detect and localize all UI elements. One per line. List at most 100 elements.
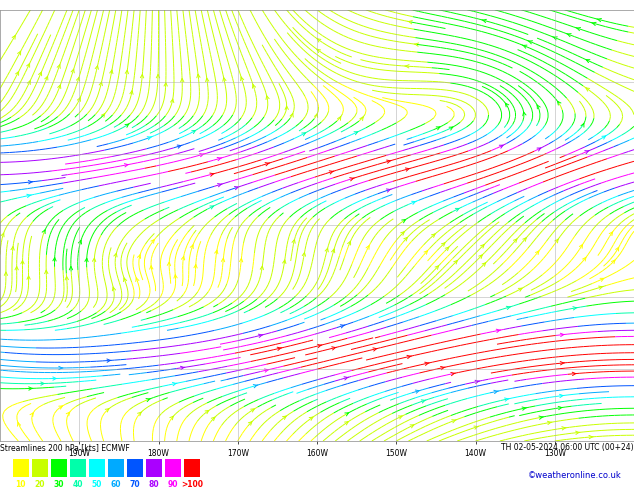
FancyArrowPatch shape (560, 333, 565, 337)
FancyArrowPatch shape (332, 249, 335, 253)
FancyArrowPatch shape (181, 78, 184, 82)
FancyArrowPatch shape (53, 377, 57, 380)
FancyArrowPatch shape (583, 257, 586, 261)
FancyArrowPatch shape (157, 74, 160, 78)
FancyArrowPatch shape (260, 266, 264, 270)
FancyArrowPatch shape (309, 417, 313, 420)
FancyArrowPatch shape (194, 265, 197, 268)
FancyArrowPatch shape (130, 91, 133, 95)
FancyArrowPatch shape (445, 247, 449, 251)
FancyArrowPatch shape (205, 411, 209, 414)
FancyArrowPatch shape (560, 362, 565, 365)
FancyArrowPatch shape (21, 261, 24, 264)
FancyArrowPatch shape (421, 400, 426, 403)
FancyArrowPatch shape (138, 412, 141, 416)
FancyArrowPatch shape (518, 288, 522, 292)
FancyArrowPatch shape (77, 98, 81, 101)
FancyArrowPatch shape (611, 260, 615, 264)
FancyArrowPatch shape (200, 153, 204, 157)
Text: 70: 70 (129, 480, 140, 490)
FancyArrowPatch shape (479, 255, 482, 258)
FancyArrowPatch shape (344, 377, 349, 380)
FancyArrowPatch shape (11, 246, 14, 250)
FancyArrowPatch shape (522, 407, 527, 410)
FancyArrowPatch shape (558, 101, 561, 105)
Text: 80: 80 (148, 480, 159, 490)
FancyArrowPatch shape (539, 416, 543, 419)
FancyArrowPatch shape (124, 278, 127, 282)
FancyArrowPatch shape (507, 306, 511, 310)
FancyArrowPatch shape (523, 238, 526, 242)
FancyArrowPatch shape (266, 96, 269, 99)
FancyArrowPatch shape (441, 367, 445, 369)
FancyArrowPatch shape (602, 136, 605, 139)
FancyArrowPatch shape (259, 334, 263, 338)
FancyArrowPatch shape (609, 232, 612, 236)
FancyArrowPatch shape (451, 420, 456, 423)
Text: 60: 60 (110, 480, 121, 490)
FancyArrowPatch shape (424, 251, 427, 254)
FancyArrowPatch shape (302, 253, 306, 256)
FancyArrowPatch shape (140, 74, 144, 78)
FancyArrowPatch shape (410, 425, 414, 428)
FancyArrowPatch shape (235, 187, 239, 190)
FancyArrowPatch shape (597, 19, 602, 22)
FancyArrowPatch shape (240, 258, 243, 262)
Text: TH 02-05-2024 06:00 UTC (00+24): TH 02-05-2024 06:00 UTC (00+24) (501, 443, 634, 452)
FancyArrowPatch shape (211, 417, 215, 421)
FancyArrowPatch shape (223, 78, 226, 81)
FancyArrowPatch shape (408, 21, 412, 24)
FancyBboxPatch shape (146, 460, 162, 476)
FancyBboxPatch shape (32, 460, 48, 476)
FancyArrowPatch shape (146, 398, 151, 402)
FancyArrowPatch shape (302, 133, 306, 136)
FancyArrowPatch shape (12, 35, 15, 39)
FancyArrowPatch shape (45, 76, 48, 80)
Text: 20: 20 (34, 480, 45, 490)
FancyArrowPatch shape (514, 239, 517, 243)
FancyArrowPatch shape (616, 247, 619, 251)
FancyArrowPatch shape (317, 49, 321, 52)
FancyArrowPatch shape (585, 150, 590, 154)
FancyArrowPatch shape (59, 367, 63, 369)
FancyArrowPatch shape (373, 348, 377, 351)
FancyArrowPatch shape (482, 263, 486, 266)
FancyArrowPatch shape (1, 233, 4, 237)
FancyArrowPatch shape (18, 51, 21, 55)
FancyArrowPatch shape (600, 278, 604, 281)
FancyBboxPatch shape (108, 460, 124, 476)
FancyArrowPatch shape (576, 431, 580, 435)
FancyArrowPatch shape (29, 387, 33, 390)
FancyArrowPatch shape (325, 248, 328, 252)
FancyArrowPatch shape (53, 258, 56, 261)
FancyArrowPatch shape (249, 422, 252, 425)
FancyArrowPatch shape (27, 64, 30, 67)
FancyArrowPatch shape (547, 421, 552, 424)
FancyArrowPatch shape (332, 347, 336, 350)
FancyArrowPatch shape (481, 245, 484, 248)
FancyArrowPatch shape (172, 383, 177, 386)
FancyArrowPatch shape (85, 258, 88, 262)
FancyArrowPatch shape (210, 173, 214, 176)
FancyArrowPatch shape (290, 114, 294, 117)
FancyArrowPatch shape (181, 256, 184, 260)
FancyArrowPatch shape (523, 112, 526, 116)
FancyArrowPatch shape (449, 127, 453, 130)
FancyArrowPatch shape (573, 372, 576, 375)
FancyArrowPatch shape (404, 238, 407, 241)
FancyArrowPatch shape (240, 77, 243, 81)
FancyArrowPatch shape (505, 398, 509, 401)
FancyArrowPatch shape (30, 413, 33, 416)
FancyArrowPatch shape (329, 171, 334, 174)
FancyArrowPatch shape (573, 307, 578, 310)
Text: 40: 40 (72, 480, 83, 490)
FancyArrowPatch shape (441, 243, 445, 246)
FancyArrowPatch shape (250, 409, 254, 412)
FancyArrowPatch shape (350, 178, 354, 181)
FancyArrowPatch shape (482, 19, 486, 23)
FancyArrowPatch shape (345, 413, 349, 416)
FancyArrowPatch shape (337, 117, 340, 121)
FancyArrowPatch shape (404, 65, 409, 68)
FancyArrowPatch shape (41, 382, 45, 385)
FancyArrowPatch shape (317, 39, 321, 42)
